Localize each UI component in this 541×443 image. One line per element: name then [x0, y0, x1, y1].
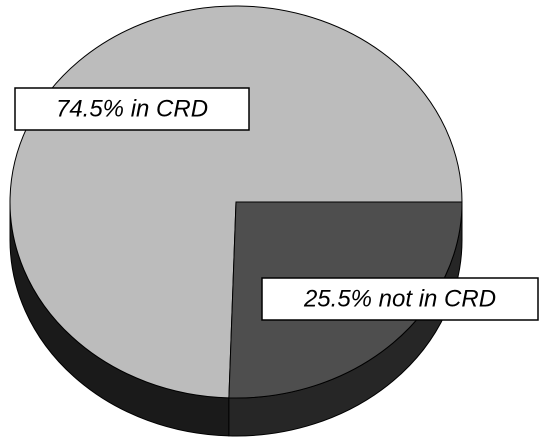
slice-label: 25.5% not in CRD [303, 285, 496, 312]
slice-label: 74.5% in CRD [56, 95, 208, 122]
pie [9, 5, 463, 437]
label-box [261, 277, 539, 321]
label-box [14, 87, 250, 131]
